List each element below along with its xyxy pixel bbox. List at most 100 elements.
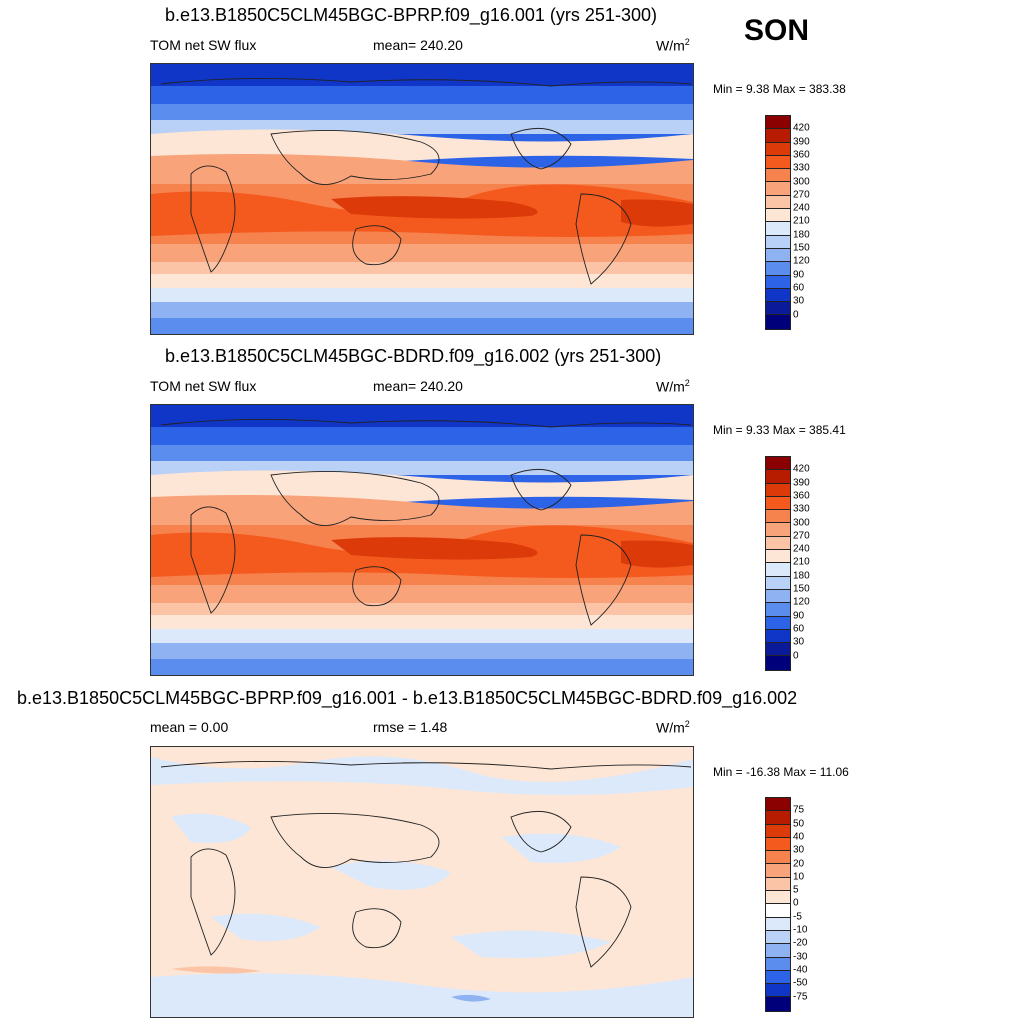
panel-3-colorbar-swatch (766, 984, 790, 998)
panel-1-colorbar-swatch (766, 262, 790, 276)
panel-2-colorbar-swatch (766, 616, 790, 630)
panel-3-colorbar-swatch (766, 944, 790, 958)
panel-1-variable-label: TOM net SW flux (150, 37, 257, 53)
panel-1-map (150, 63, 694, 335)
colorbar-tick-label: 0 (793, 650, 799, 661)
panel-3-colorbar-swatch (766, 930, 790, 945)
colorbar-tick-label: -10 (793, 924, 808, 936)
panel-2-colorbar-swatch (766, 523, 790, 537)
panel-3-colorbar-swatch (766, 904, 790, 918)
panel-2-colorbar-swatch (766, 536, 790, 551)
colorbar-tick-label: 330 (793, 503, 810, 515)
panel-1-colorbar-swatch (766, 129, 790, 143)
panel-2-colorbar-swatch (766, 457, 790, 471)
panel-2-minmax: Min = 9.33 Max = 385.41 (713, 423, 846, 437)
colorbar-tick-label: 30 (793, 844, 805, 856)
panel-1-title: b.e13.B1850C5CLM45BGC-BPRP.f09_g16.001 (… (165, 5, 657, 25)
colorbar-tick-label: 180 (793, 570, 810, 582)
colorbar-tick-label: -5 (793, 911, 802, 923)
panel-2-map (150, 404, 694, 676)
colorbar-tick-label: 210 (793, 215, 810, 227)
colorbar-tick-label: 270 (793, 189, 810, 201)
colorbar-tick-label: 60 (793, 282, 805, 294)
panel-2-colorbar-swatch (766, 603, 790, 617)
panel-2-colorbar-swatch (766, 550, 790, 564)
colorbar-tick-label: 150 (793, 583, 810, 595)
colorbar-tick-label: -40 (793, 964, 808, 976)
colorbar-tick-label: 240 (793, 202, 810, 214)
colorbar-tick-label: 270 (793, 530, 810, 542)
panel-2-colorbar-swatch (766, 629, 790, 644)
panel-3-mean-label: mean = 0.00 (150, 719, 229, 735)
colorbar-tick-label: 240 (793, 543, 810, 555)
panel-1-colorbar-swatch (766, 248, 790, 263)
colorbar-tick-label: 0 (793, 897, 799, 909)
panel-2-colorbar-swatch (766, 496, 790, 511)
panel-3-map (150, 746, 694, 1018)
colorbar-tick-label: 390 (793, 136, 810, 148)
panel-1-colorbar-swatch (766, 195, 790, 210)
panel-3-colorbar-swatch (766, 917, 790, 931)
panel-2-colorbar-swatch (766, 563, 790, 577)
panel-1-colorbar-swatch (766, 116, 790, 130)
colorbar-tick-label: 420 (793, 122, 810, 134)
panel-2-colorbar-swatch (766, 576, 790, 590)
colorbar-tick-label: 210 (793, 556, 810, 568)
colorbar-tick-label: 120 (793, 596, 810, 608)
panel-1-colorbar-swatch (766, 209, 790, 223)
colorbar-tick-label: 50 (793, 818, 805, 830)
colorbar-tick-label: 40 (793, 831, 805, 843)
panel-1-colorbar (765, 115, 791, 330)
panel-2-colorbar-swatch (766, 643, 790, 657)
colorbar-tick-label: 90 (793, 269, 805, 281)
colorbar-tick-label: -30 (793, 951, 808, 963)
panel-3-title: b.e13.B1850C5CLM45BGC-BPRP.f09_g16.001 -… (17, 688, 798, 708)
colorbar-tick-label: 300 (793, 176, 810, 187)
panel-2-colorbar-swatch (766, 510, 790, 524)
panel-2-units-label: W/m2 (656, 378, 690, 395)
panel-3-colorbar-swatch (766, 837, 790, 852)
colorbar-tick-label: 0 (793, 309, 799, 320)
colorbar-tick-label: 360 (793, 490, 810, 502)
colorbar-tick-label: 5 (793, 884, 799, 896)
panel-1-colorbar-swatch (766, 235, 790, 249)
panel-1-colorbar-swatch (766, 275, 790, 289)
panel-3-units-label: W/m2 (656, 719, 690, 736)
panel-3-colorbar-swatch (766, 970, 790, 985)
panel-1-colorbar-swatch (766, 315, 790, 329)
panel-3-colorbar-swatch (766, 864, 790, 878)
panel-2-colorbar-swatch (766, 656, 790, 670)
colorbar-tick-label: 10 (793, 871, 805, 883)
panel-2-colorbar-swatch (766, 483, 790, 497)
colorbar-tick-label: 330 (793, 162, 810, 174)
colorbar-tick-label: 120 (793, 255, 810, 267)
panel-1-colorbar-swatch (766, 169, 790, 183)
colorbar-tick-label: 390 (793, 477, 810, 489)
colorbar-tick-label: -20 (793, 937, 808, 949)
panel-3-colorbar-swatch (766, 957, 790, 971)
panel-3-colorbar-swatch (766, 798, 790, 812)
colorbar-tick-label: 60 (793, 623, 805, 635)
panel-3-colorbar-swatch (766, 997, 790, 1011)
panel-1-colorbar-swatch (766, 302, 790, 316)
panel-3-colorbar-swatch (766, 891, 790, 905)
panel-2-mean-label: mean= 240.20 (373, 378, 463, 394)
panel-1-colorbar-swatch (766, 222, 790, 236)
colorbar-tick-label: 20 (793, 858, 805, 869)
colorbar-tick-label: 150 (793, 242, 810, 254)
panel-1-mean-label: mean= 240.20 (373, 37, 463, 53)
panel-1-minmax: Min = 9.38 Max = 383.38 (713, 82, 846, 96)
panel-2-colorbar (765, 456, 791, 671)
panel-3-colorbar-swatch (766, 877, 790, 892)
panel-1-colorbar-swatch (766, 182, 790, 196)
colorbar-tick-label: -75 (793, 991, 808, 1002)
panel-1-colorbar-swatch (766, 142, 790, 156)
panel-3-minmax: Min = -16.38 Max = 11.06 (713, 765, 849, 779)
panel-2-title: b.e13.B1850C5CLM45BGC-BDRD.f09_g16.002 (… (165, 346, 662, 366)
panel-2-variable-label: TOM net SW flux (150, 378, 257, 394)
panel-3-colorbar-swatch (766, 811, 790, 825)
panel-3-rmse-label: rmse = 1.48 (373, 719, 448, 735)
colorbar-tick-label: 360 (793, 149, 810, 161)
panel-2-colorbar-swatch (766, 589, 790, 604)
colorbar-tick-label: -50 (793, 977, 808, 989)
